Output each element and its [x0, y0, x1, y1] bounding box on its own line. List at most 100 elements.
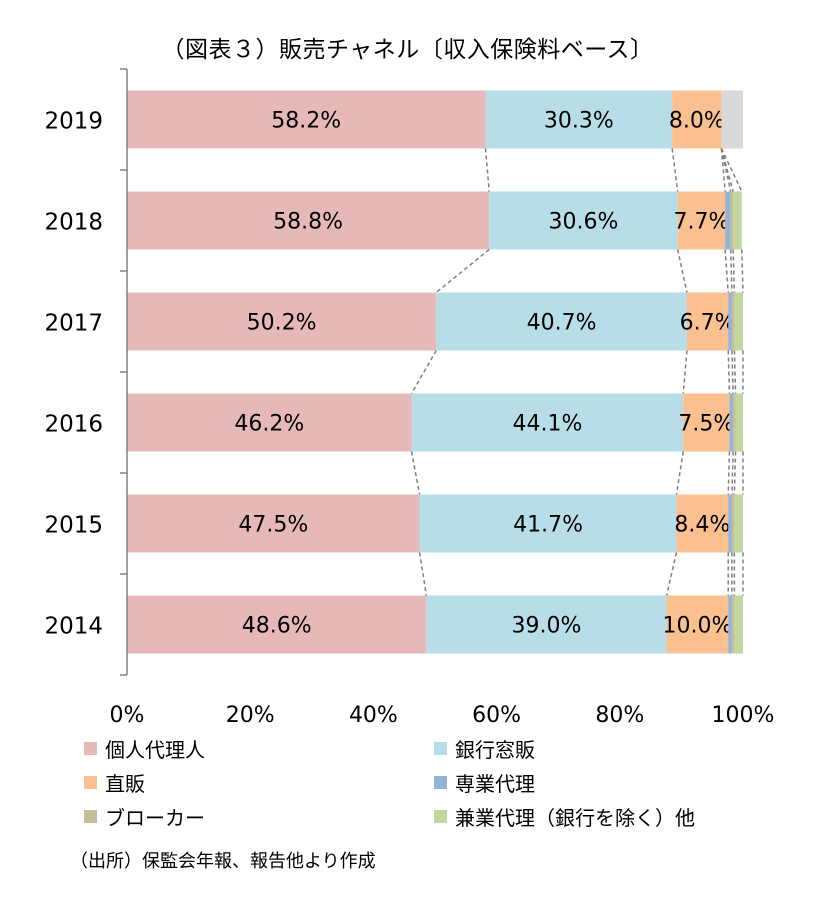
data-label: 46.2%	[234, 412, 304, 437]
category-label: 2017	[44, 311, 103, 337]
bar-segment	[666, 595, 729, 654]
data-label: 50.2%	[247, 311, 317, 336]
bar-segment	[733, 191, 742, 250]
bar-segment	[683, 393, 730, 452]
series-line	[720, 148, 743, 192]
legend-swatch	[434, 810, 447, 823]
x-tick-label: 100%	[712, 703, 775, 728]
category-label: 2019	[44, 109, 103, 135]
legend-item-chokuhan: 直販	[84, 768, 145, 797]
data-label: 39.0%	[512, 614, 582, 639]
bar-segment	[731, 595, 735, 654]
bar-segment	[725, 191, 731, 250]
legend-swatch	[434, 776, 447, 789]
data-label: 30.6%	[549, 210, 619, 235]
bar-segment	[411, 393, 684, 452]
legend-label: 個人代理人	[105, 738, 205, 762]
category-label: 2014	[44, 614, 103, 640]
bar-segment	[731, 292, 735, 351]
legend-label: 銀行窓販	[455, 738, 535, 762]
bar-segment	[728, 494, 732, 553]
series-line	[729, 249, 733, 293]
bar-segment	[436, 292, 687, 351]
legend-label: 直販	[105, 772, 145, 796]
series-line	[410, 451, 421, 495]
legend-item-broker: ブローカー	[84, 802, 205, 831]
data-label: 48.6%	[242, 614, 312, 639]
x-tick-label: 20%	[226, 703, 275, 728]
series-line	[435, 248, 490, 294]
series-line	[675, 451, 684, 495]
bar-segment	[419, 494, 677, 553]
data-label: 47.5%	[238, 513, 308, 538]
series-line	[484, 148, 490, 192]
legend-item-kojin: 個人代理人	[84, 734, 205, 763]
bar-segment	[677, 191, 726, 250]
source-note: （出所）保監会年報、報告他より作成	[70, 851, 376, 872]
data-label: 8.4%	[674, 513, 730, 538]
legend-swatch	[84, 810, 97, 823]
legend-swatch	[434, 742, 447, 755]
bar-segment	[489, 191, 678, 250]
series-line	[410, 350, 437, 394]
legend-label: 専業代理	[455, 772, 535, 796]
bar-segment	[730, 191, 734, 250]
series-line	[720, 148, 726, 192]
series-line	[741, 249, 744, 293]
data-label: 7.7%	[673, 210, 729, 235]
bar-segment	[728, 292, 732, 351]
bar-segment	[728, 595, 732, 654]
x-tick-label: 80%	[595, 703, 644, 728]
series-line	[732, 249, 736, 293]
bar-segment	[127, 191, 490, 250]
bar-segment	[127, 494, 420, 553]
bar-segment	[686, 292, 729, 351]
bar-segment	[735, 393, 743, 452]
series-line	[731, 350, 734, 394]
stacked-bar-chart: 58.2% 30.3% 8.0% 2019 58.8% 30.6% 7.7% 2018 50.2…	[44, 68, 775, 728]
legend-label: ブローカー	[105, 806, 205, 830]
bar-segment	[127, 292, 437, 351]
series-line	[731, 451, 734, 495]
x-tick-label: 60%	[472, 703, 521, 728]
category-label: 2018	[44, 210, 103, 236]
series-line	[418, 552, 428, 596]
legend-swatch	[84, 742, 97, 755]
bar-segment	[127, 90, 486, 149]
legend-swatch	[84, 776, 97, 789]
series-line	[727, 350, 731, 394]
data-label: 58.2%	[271, 109, 341, 134]
bar-segment	[729, 393, 734, 452]
data-label: 10.0%	[662, 614, 732, 639]
bar-segment	[734, 595, 743, 654]
legend-item-sengyo-dairi: 専業代理	[434, 768, 535, 797]
data-label: 44.1%	[512, 412, 582, 437]
bar-segment	[672, 90, 722, 149]
data-label: 41.7%	[513, 513, 583, 538]
legend-item-kengyo-dairi: 兼業代理（銀行を除く）他	[434, 802, 695, 831]
data-label: 40.7%	[527, 311, 597, 336]
data-label: 58.8%	[273, 210, 343, 235]
bar-segment	[127, 595, 427, 654]
bar-segment	[426, 595, 667, 654]
series-line	[665, 552, 678, 596]
series-line	[682, 350, 688, 394]
bar-segment	[721, 90, 743, 149]
bar-segment	[676, 494, 729, 553]
x-tick-label: 40%	[349, 703, 398, 728]
chart-title: （図表３）販売チャネル〔収入保険料ベース〕	[161, 37, 654, 63]
x-tick-label: 0%	[110, 703, 145, 728]
bar-segment	[734, 494, 743, 553]
series-line	[733, 451, 737, 495]
bar-segment	[733, 393, 736, 452]
bar-segment	[734, 292, 743, 351]
series-line	[733, 350, 737, 394]
data-label: 7.5%	[678, 412, 734, 437]
series-line	[676, 249, 688, 293]
series-line	[727, 451, 731, 495]
data-label: 30.3%	[544, 109, 614, 134]
plot-area: 58.2% 30.3% 8.0% 2019 58.8% 30.6% 7.7% 2018 50.2…	[44, 68, 775, 728]
series-line	[720, 148, 734, 192]
bar-segment	[731, 494, 735, 553]
series-line	[724, 249, 729, 293]
